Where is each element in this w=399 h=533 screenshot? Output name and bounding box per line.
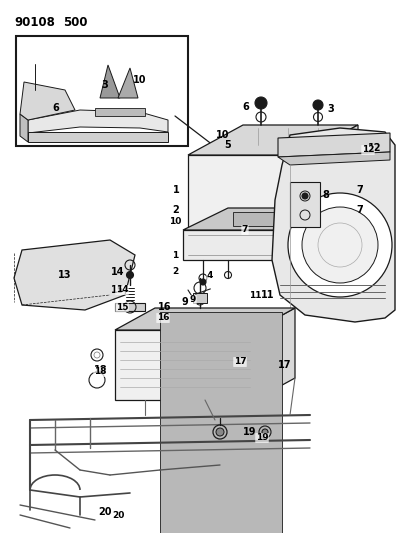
Text: 20: 20 — [112, 511, 124, 520]
Text: 19: 19 — [256, 433, 268, 442]
Text: 14: 14 — [111, 267, 125, 277]
Text: 6: 6 — [53, 103, 59, 113]
Polygon shape — [118, 68, 138, 98]
Text: 18: 18 — [94, 367, 106, 376]
Polygon shape — [278, 152, 390, 165]
Circle shape — [255, 97, 267, 109]
Text: 16: 16 — [157, 313, 169, 322]
Text: 10: 10 — [169, 217, 181, 227]
Polygon shape — [305, 208, 350, 260]
Polygon shape — [20, 82, 75, 120]
Text: 1: 1 — [173, 185, 180, 195]
Text: 1: 1 — [172, 251, 178, 260]
Text: 17: 17 — [278, 360, 292, 370]
Text: 15: 15 — [116, 303, 128, 311]
Text: 14: 14 — [116, 286, 128, 295]
Polygon shape — [272, 128, 395, 322]
Polygon shape — [115, 308, 295, 330]
Polygon shape — [28, 132, 168, 142]
Text: 8: 8 — [322, 190, 330, 200]
Text: 9: 9 — [190, 295, 196, 304]
Polygon shape — [255, 308, 295, 400]
Text: 13: 13 — [58, 270, 72, 280]
Text: 7: 7 — [357, 185, 363, 195]
Text: 3: 3 — [328, 104, 334, 114]
Polygon shape — [303, 125, 358, 230]
Circle shape — [262, 429, 268, 435]
Text: 6: 6 — [243, 102, 249, 112]
Circle shape — [288, 193, 392, 297]
Polygon shape — [188, 155, 303, 230]
Text: 18: 18 — [94, 365, 108, 375]
Circle shape — [126, 271, 134, 279]
Text: 11: 11 — [261, 290, 275, 300]
Bar — [95, 108, 145, 116]
Text: 2: 2 — [173, 205, 180, 215]
Polygon shape — [183, 230, 305, 260]
Bar — [16, 36, 188, 146]
Bar — [193, 293, 207, 303]
Text: 20: 20 — [98, 507, 112, 517]
Bar — [290, 182, 320, 227]
Circle shape — [216, 428, 224, 436]
Polygon shape — [14, 240, 135, 310]
Text: 10: 10 — [216, 130, 230, 140]
Circle shape — [200, 279, 206, 285]
Text: 19: 19 — [243, 427, 257, 437]
Text: 2: 2 — [172, 268, 178, 277]
Text: 4: 4 — [207, 271, 213, 280]
Text: 500: 500 — [63, 16, 87, 29]
Polygon shape — [278, 133, 390, 157]
Text: 90108: 90108 — [14, 16, 55, 29]
Text: 12: 12 — [368, 143, 382, 153]
Text: 12: 12 — [362, 146, 374, 155]
Bar — [233, 212, 340, 226]
Polygon shape — [183, 208, 350, 230]
Polygon shape — [100, 65, 120, 98]
Text: 9: 9 — [182, 297, 188, 307]
Polygon shape — [28, 110, 168, 133]
Text: 16: 16 — [158, 302, 172, 312]
Text: 3: 3 — [102, 80, 109, 90]
Text: 10: 10 — [133, 75, 147, 85]
Polygon shape — [115, 330, 255, 400]
Polygon shape — [20, 114, 28, 142]
Text: 15: 15 — [111, 285, 125, 295]
Polygon shape — [188, 125, 358, 155]
Bar — [160, 312, 282, 533]
Text: 7: 7 — [242, 225, 248, 235]
Text: 11: 11 — [249, 290, 261, 300]
Circle shape — [302, 193, 308, 199]
Circle shape — [313, 100, 323, 110]
Text: 7: 7 — [357, 205, 363, 215]
Text: 5: 5 — [225, 140, 231, 150]
Circle shape — [302, 207, 378, 283]
Bar — [115, 303, 145, 311]
Text: 17: 17 — [234, 358, 246, 367]
